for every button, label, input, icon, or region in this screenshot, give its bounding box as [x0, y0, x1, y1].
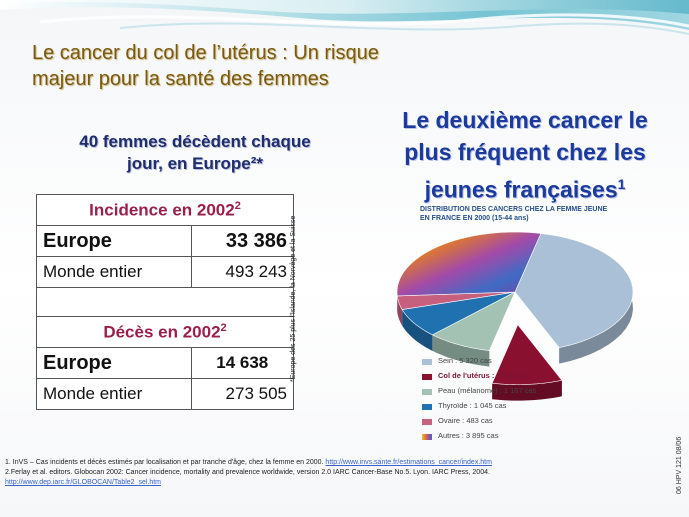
legend-swatch-peau: [422, 389, 432, 395]
deaths-subtitle-line-2: jour, en Europe²*: [126, 154, 264, 173]
headline-line-2: plus fréquent chez les: [404, 139, 646, 165]
europe-incidence-value: 33 386: [190, 225, 294, 257]
europe-label-deaths: Europe: [36, 347, 192, 379]
deaths-subtitle-line-1: 40 femmes décèdent chaque: [79, 132, 311, 151]
world-label-deaths: Monde entier: [36, 378, 192, 410]
reference-1-link[interactable]: http://www.invs.sante.fr/estimations_can…: [325, 459, 492, 466]
table-spacer-cell: [36, 287, 294, 317]
pie-slice-col-de-l-ut-rus: [491, 324, 563, 385]
legend-swatch-col-uterus: [422, 374, 432, 380]
world-label: Monde entier: [36, 256, 192, 288]
reference-2: 2.Ferlay et al. editors. Globocan 2002: …: [5, 469, 490, 476]
cancer-stats-table: Incidence en 20022 Europe 33 386 Monde e…: [36, 194, 294, 410]
slide-title-line-2: majeur pour la santé des femmes: [32, 68, 329, 90]
legend-swatch-sein: [422, 359, 432, 365]
table-row: Europe 14 638: [36, 347, 294, 379]
legend-label-sein: Sein : 5 320 cas: [438, 356, 492, 365]
legend-label-peau: Peau (mélanome) : 1 167 cas: [438, 386, 537, 395]
table-row: Monde entier 273 505: [36, 378, 294, 410]
pie-chart-title-line-2: EN FRANCE EN 2000 (15-44 ans): [420, 215, 529, 222]
reference-1-text: 1. InVS – Cas incidents et décès estimés…: [5, 459, 324, 466]
world-deaths-value: 273 505: [190, 378, 294, 410]
headline-footnote-mark: 1: [617, 176, 626, 192]
legend-label-thyroide: Thyroïde : 1 045 cas: [438, 401, 507, 410]
legend-label-col-uterus: Col de l'utérus : 1 263 cas: [438, 371, 530, 380]
europe-label: Europe: [36, 225, 192, 257]
pie-slices: [396, 231, 634, 401]
pie-chart: [396, 231, 634, 401]
table-row: Europe 33 386: [36, 225, 294, 257]
pie-chart-title: DISTRIBUTION DES CANCERS CHEZ LA FEMME J…: [420, 205, 650, 223]
pie-slice-side-4: [397, 295, 403, 326]
deaths-subtitle: 40 femmes décèdent chaque jour, en Europ…: [40, 131, 350, 175]
headline-line-3-text: jeunes françaises: [424, 176, 618, 203]
deaths-header: Décès en 20022: [36, 316, 294, 348]
table-spacer-row: [36, 287, 294, 317]
legend-swatch-ovaire: [422, 419, 432, 425]
table-row: Incidence en 20022: [36, 194, 294, 226]
pie-slice-thyro-de: [401, 291, 516, 336]
legend-label-autres: Autres : 3 895 cas: [438, 431, 499, 440]
references: 1. InVS – Cas incidents et décès estimés…: [5, 458, 685, 488]
decorative-waves: [0, 0, 689, 35]
slide-title: Le cancer du col de l’utérus : Un risque…: [32, 40, 472, 92]
incidence-header-text: Incidence en 2002: [89, 200, 235, 220]
europe-deaths-value: 14 638: [190, 347, 294, 379]
deaths-footnote-mark: 2: [220, 321, 227, 334]
pie-slice-side-1: [492, 380, 562, 401]
legend-swatch-autres: [422, 434, 432, 440]
incidence-header: Incidence en 20022: [36, 194, 294, 226]
legend-label-ovaire: Ovaire : 483 cas: [438, 416, 493, 425]
headline: Le deuxième cancer le plus fréquent chez…: [370, 104, 680, 206]
reference-1: 1. InVS – Cas incidents et décès estimés…: [5, 458, 685, 468]
table-row: Monde entier 493 243: [36, 256, 294, 288]
headline-line-3: jeunes françaises1: [370, 168, 680, 206]
pie-slice-side-2: [432, 334, 490, 367]
pie-slice-sein: [514, 233, 634, 348]
pie-slice-side-3: [402, 309, 433, 351]
europe-footnote-vertical: *Europe des 25 plus l'Islande, la Norvèg…: [290, 215, 297, 382]
world-incidence-value: 493 243: [190, 256, 294, 288]
headline-line-1: Le deuxième cancer le: [402, 107, 648, 133]
table-row: Décès en 20022: [36, 316, 294, 348]
pie-chart-title-line-1: DISTRIBUTION DES CANCERS CHEZ LA FEMME J…: [420, 206, 608, 213]
legend-swatch-thyroide: [422, 404, 432, 410]
deaths-header-text: Décès en 2002: [103, 322, 221, 342]
pie-slice-autres: [396, 231, 542, 297]
reference-2-link[interactable]: http://www.dep.iarc.fr/GLOBOCAN/Table2_s…: [5, 479, 162, 486]
slide-title-line-1: Le cancer du col de l’utérus : Un risque: [32, 42, 379, 64]
pie-slice-ovaire: [396, 291, 516, 310]
incidence-footnote-mark: 2: [234, 199, 241, 212]
pie-slice-peau-m-lanome-: [431, 291, 516, 351]
